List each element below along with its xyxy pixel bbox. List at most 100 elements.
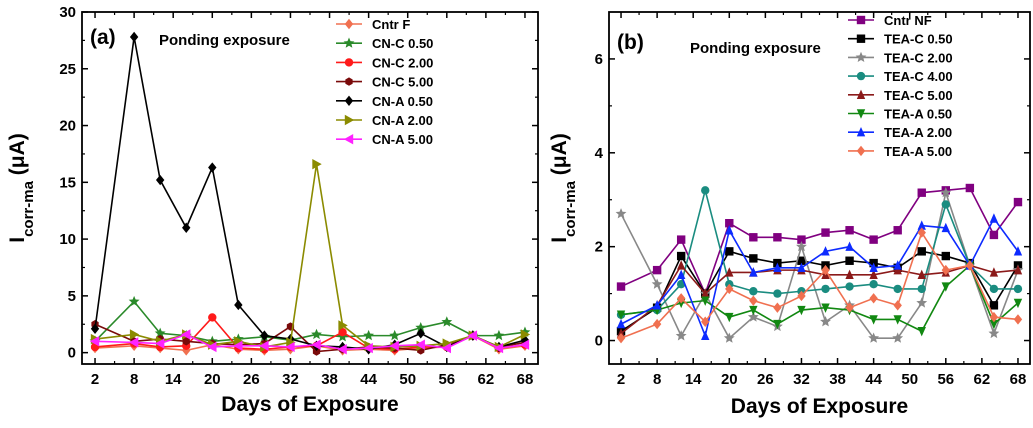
data-point (820, 316, 831, 327)
data-point (615, 208, 627, 219)
legend-label: TEA-A 0.50 (884, 107, 952, 122)
data-point (988, 327, 1000, 339)
legend-label: TEA-C 4.00 (884, 69, 953, 84)
legend-marker (344, 95, 354, 106)
series-cn-a-5-00 (89, 329, 530, 355)
y-axis-label-sub: corr-ma (562, 180, 579, 237)
legend-label: Cntr F (372, 17, 410, 32)
data-point (651, 278, 663, 289)
data-point (845, 269, 854, 280)
data-point (701, 296, 710, 306)
legend-label: TEA-A 2.00 (884, 125, 952, 140)
plot-frame (81, 11, 539, 365)
data-point (917, 326, 926, 337)
data-point (129, 31, 139, 43)
data-point (89, 336, 100, 347)
data-point (701, 288, 710, 298)
panel-label: (b) (617, 31, 644, 54)
data-point (773, 319, 782, 330)
data-point (989, 230, 999, 240)
series-tea-a-2-00 (616, 213, 1023, 341)
series-tea-a-0-50 (616, 261, 1023, 337)
legend-marker (856, 109, 866, 119)
data-point (821, 246, 830, 256)
y-tick-label: 10 (59, 231, 76, 248)
data-point (652, 265, 662, 275)
data-point (493, 342, 504, 354)
x-tick-label: 44 (865, 371, 882, 388)
data-point (519, 339, 530, 350)
data-point (917, 247, 926, 256)
data-point (821, 228, 830, 237)
series-tea-c-0-50 (616, 247, 1023, 336)
data-point (893, 260, 902, 270)
y-axis-label-unit: (μA) (6, 133, 29, 181)
data-point (363, 342, 373, 354)
data-point (233, 340, 243, 352)
legend-label: Cntr NF (884, 13, 932, 28)
x-tick-label: 14 (685, 371, 702, 388)
data-point (821, 264, 830, 276)
data-point (893, 315, 902, 325)
data-point (676, 293, 686, 304)
legend-marker (856, 71, 866, 81)
annotation-text: Ponding exposure (159, 32, 290, 49)
series-tea-a-5-00 (616, 227, 1023, 344)
x-tick-label: 38 (829, 371, 846, 388)
data-point (796, 240, 807, 252)
data-point (989, 311, 999, 323)
data-point (208, 313, 217, 322)
data-point (208, 162, 217, 173)
x-tick-label: 20 (721, 371, 738, 388)
legend-label: TEA-C 5.00 (884, 88, 953, 103)
data-point (845, 282, 854, 291)
data-point (1013, 197, 1023, 207)
data-point (725, 283, 734, 295)
x-tick-label: 26 (243, 371, 260, 388)
data-point (797, 262, 806, 272)
data-point (893, 300, 902, 311)
legend-label: TEA-A 5.00 (884, 144, 952, 159)
y-tick-label: 6 (595, 51, 603, 68)
panel-label: (a) (90, 26, 116, 49)
data-point (869, 235, 878, 244)
data-point (917, 284, 926, 294)
data-point (916, 297, 928, 308)
x-tick-label: 56 (937, 371, 954, 388)
data-point (723, 332, 735, 343)
y-tick-label: 5 (68, 288, 76, 305)
data-point (285, 341, 295, 353)
y-tick-label: 25 (59, 61, 76, 78)
data-point (1013, 298, 1023, 309)
data-point (701, 316, 710, 327)
x-tick-label: 14 (165, 371, 182, 388)
x-tick-label: 32 (282, 371, 299, 388)
data-point (493, 329, 505, 341)
x-tick-label: 62 (974, 371, 991, 388)
data-point (893, 284, 902, 294)
data-point (941, 200, 950, 209)
data-point (128, 295, 140, 307)
series-cn-a-2-00 (90, 158, 531, 353)
data-point (869, 293, 878, 304)
legend-marker (855, 51, 867, 63)
data-point (415, 339, 425, 350)
data-point (90, 323, 100, 334)
data-point (616, 310, 626, 320)
legend-marker (345, 77, 353, 86)
legend-marker (344, 58, 354, 67)
x-tick-label: 68 (517, 371, 534, 388)
data-point (869, 315, 878, 325)
legend-marker (856, 127, 866, 137)
data-point (676, 260, 686, 270)
y-axis-label-main: I (6, 237, 29, 243)
series-line (94, 36, 526, 351)
data-point (989, 319, 999, 330)
data-point (941, 222, 950, 233)
y-axis-label: Icorr-ma (μA) (548, 133, 579, 243)
data-point (845, 226, 854, 235)
data-point (155, 174, 165, 186)
legend: Cntr NF TEA-C 0.50 TEA-C 2.00 TEA-C 4.00 TEA… (848, 13, 953, 159)
legend-label: CN-A 5.00 (372, 132, 433, 147)
